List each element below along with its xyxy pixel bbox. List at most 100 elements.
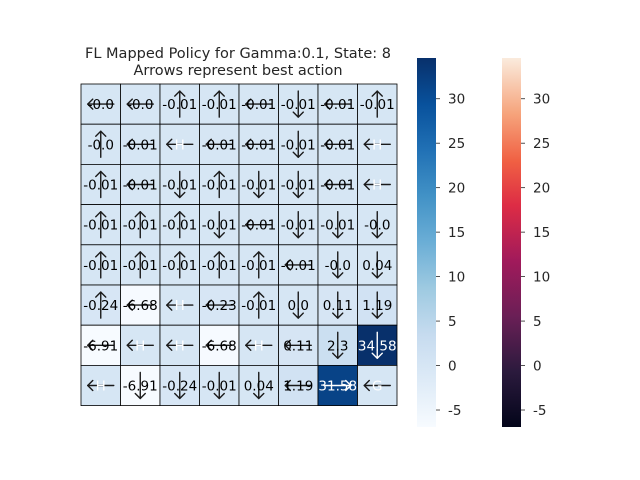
action-arrow-up xyxy=(95,251,107,279)
colorbar-rocket-tick-label: 15 xyxy=(533,225,550,241)
cell-value-label: -0.0 xyxy=(88,97,114,113)
action-arrow-left xyxy=(205,138,233,150)
action-arrow-up xyxy=(174,90,186,118)
action-arrow-left xyxy=(324,98,352,110)
colorbar-blues-tick-label: 10 xyxy=(448,270,465,286)
action-arrow-left xyxy=(205,339,233,351)
cell-value-label: -0.24 xyxy=(162,379,197,395)
action-arrow-up xyxy=(213,90,225,118)
colorbar-blues-tick-label: 25 xyxy=(448,136,465,152)
colorbar-rocket-gradient xyxy=(502,58,521,427)
cell-value-label: -0.01 xyxy=(281,97,316,113)
action-arrow-left xyxy=(126,299,154,311)
cell-value-label: -0.01 xyxy=(241,97,276,113)
action-arrow-down xyxy=(292,291,304,319)
cell-value-label: -0.01 xyxy=(320,137,355,153)
action-arrow-down xyxy=(292,170,304,199)
cell-value-label: -0.01 xyxy=(320,218,355,234)
colorbar-rocket-tick-label: 5 xyxy=(533,314,542,330)
cell-value-label: -0.01 xyxy=(162,178,197,194)
cell-value-label: -0.01 xyxy=(241,258,276,274)
cell-value-label: -0.01 xyxy=(162,97,197,113)
cell-value-label: -0.01 xyxy=(281,137,316,153)
cell-value-label: 0.11 xyxy=(323,298,353,314)
action-arrow-left xyxy=(324,138,352,150)
action-arrow-up xyxy=(253,251,265,279)
action-arrow-left xyxy=(126,178,154,191)
action-arrow-down xyxy=(134,371,146,400)
action-arrow-left xyxy=(245,219,273,231)
cell-letter-label: H xyxy=(175,137,185,153)
cell-value-label: -0.01 xyxy=(241,218,276,234)
action-arrow-left xyxy=(363,138,391,150)
cell-value-label: 0.04 xyxy=(362,258,392,274)
action-arrow-left xyxy=(284,259,312,271)
cell-value-label: -0.0 xyxy=(88,137,114,153)
action-arrow-left xyxy=(126,138,154,150)
cell-letter-label: H xyxy=(372,137,382,153)
cell-value-label: -0.01 xyxy=(241,298,276,314)
colorbar-blues-tick-label: 20 xyxy=(448,181,465,197)
action-arrow-right xyxy=(324,379,352,392)
cell-value-label: -0.01 xyxy=(123,178,158,194)
action-arrow-up xyxy=(213,170,225,199)
action-arrow-down xyxy=(174,170,186,199)
colorbar-blues-tick-label: 30 xyxy=(448,92,465,108)
colorbar-blues-tick-label: 0 xyxy=(448,359,457,375)
cell-value-label: -0.01 xyxy=(162,218,197,234)
colorbar-rocket-tick-label: 10 xyxy=(533,270,550,286)
action-arrow-down xyxy=(174,371,186,400)
colorbar-blues-tick-label: -5 xyxy=(448,403,461,419)
action-arrow-left xyxy=(284,339,312,351)
cell-letter-label: H xyxy=(175,298,185,314)
cell-value-label: -0.01 xyxy=(320,178,355,194)
cell-value-label: -0.01 xyxy=(202,137,237,153)
action-arrow-down xyxy=(332,210,344,239)
heatmap-grid: -0.0 -0.0 -0.01 -0.01 -0.01 -0.01 -0.01 -0.01-0… xyxy=(80,83,398,406)
action-arrow-left xyxy=(324,178,352,191)
action-arrow-down xyxy=(371,210,383,239)
colorbar-rocket-tick-label: -5 xyxy=(533,403,546,419)
action-arrow-left xyxy=(166,138,194,150)
cell-value-label: -0.24 xyxy=(83,298,118,314)
cell-value-label: 34.58 xyxy=(358,338,397,354)
cell-value-label: -0.0 xyxy=(325,258,351,274)
cell-value-label: -0.01 xyxy=(320,97,355,113)
cell-value-label: 0.04 xyxy=(244,379,274,395)
colorbar-blues: -5 0 5 10 15 20 25 30 xyxy=(417,58,465,427)
action-arrow-down xyxy=(332,251,344,279)
cell-value-label: -0.01 xyxy=(162,258,197,274)
cell-value-label: 2.3 xyxy=(327,338,348,354)
colorbar-blues-tick-label: 5 xyxy=(448,314,457,330)
chart-subtitle: Arrows represent best action xyxy=(133,63,342,79)
cell-value-label: -0.01 xyxy=(123,218,158,234)
chart-title: FL Mapped Policy for Gamma:0.1, State: 8 xyxy=(85,46,391,62)
cell-value-label: 1.19 xyxy=(362,298,392,314)
cell-letter-label: H xyxy=(372,178,382,194)
action-arrow-left xyxy=(245,98,273,110)
cell-value-label: 0.11 xyxy=(283,338,313,354)
action-arrow-down xyxy=(253,170,265,199)
cell-value-label: -0.01 xyxy=(83,258,118,274)
action-arrow-up xyxy=(95,170,107,199)
action-arrow-up xyxy=(95,130,107,159)
action-arrow-up xyxy=(95,291,107,319)
cell-letter-label: H xyxy=(254,338,264,354)
action-arrow-down xyxy=(292,130,304,159)
action-arrow-left xyxy=(166,299,194,311)
action-arrow-up xyxy=(174,251,186,279)
cell-value-label: -0.01 xyxy=(281,258,316,274)
cell-value-label: -0.01 xyxy=(241,137,276,153)
cell-value-label: -6.91 xyxy=(123,379,158,395)
action-arrow-left xyxy=(87,98,115,110)
action-arrow-left xyxy=(245,339,273,351)
cell-value-label: -6.91 xyxy=(83,338,118,354)
cell-value-label: -0.01 xyxy=(202,379,237,395)
action-arrow-down xyxy=(253,371,265,400)
cell-letter-label: H xyxy=(135,338,145,354)
action-arrow-up xyxy=(134,251,146,279)
action-arrow-left xyxy=(126,98,154,110)
action-arrow-up xyxy=(95,210,107,239)
action-arrow-up xyxy=(174,210,186,239)
action-arrow-down xyxy=(371,251,383,279)
